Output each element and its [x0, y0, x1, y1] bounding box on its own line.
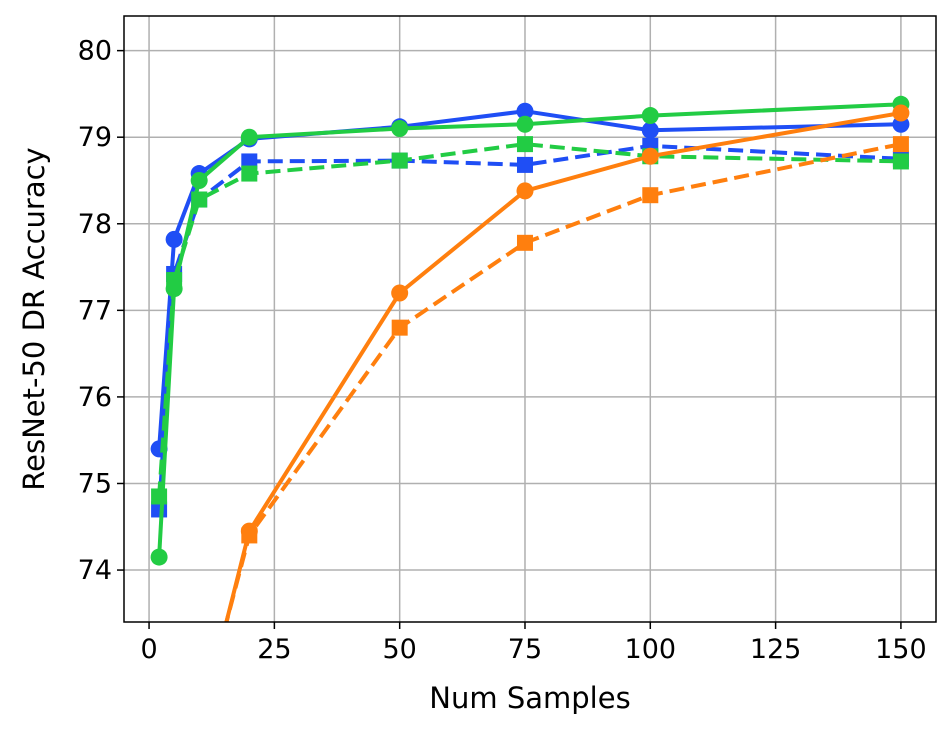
data-point-square [516, 136, 533, 153]
data-point-circle [516, 182, 534, 200]
y-tick-label: 75 [78, 468, 112, 499]
series-line [157, 142, 901, 497]
x-tick-label: 75 [508, 634, 542, 665]
data-point-circle [240, 128, 258, 146]
axis-ticks: 0 25 50 75 100 125 150 74 75 76 77 78 79 80 [78, 36, 927, 665]
series-6 [224, 136, 909, 622]
x-tick-label: 150 [875, 634, 927, 665]
data-point-square [166, 272, 183, 289]
y-tick-label: 78 [78, 209, 112, 240]
y-tick-label: 79 [78, 122, 112, 153]
series-line [224, 111, 902, 622]
data-point-square [241, 527, 258, 544]
x-tick-label: 50 [382, 634, 416, 665]
data-point-circle [150, 548, 168, 566]
data-point-square [391, 152, 408, 169]
series-line [224, 142, 902, 622]
data-point-square [191, 191, 208, 208]
data-point-circle [391, 120, 409, 138]
data-point-square [241, 153, 258, 170]
y-tick-label: 76 [78, 382, 112, 413]
series-layer [150, 95, 910, 622]
data-point-square [892, 153, 909, 170]
x-axis-label: Num Samples [429, 681, 630, 715]
x-tick-label: 0 [140, 634, 157, 665]
data-point-circle [190, 171, 208, 189]
y-tick-label: 77 [78, 295, 112, 326]
series-5 [224, 104, 910, 622]
y-tick-label: 74 [78, 555, 112, 586]
data-point-square [241, 165, 258, 182]
data-point-square [151, 488, 168, 505]
data-point-circle [516, 102, 534, 120]
plot-frame [123, 15, 937, 623]
y-tick-label: 80 [78, 36, 112, 67]
data-point-square [516, 156, 533, 173]
data-point-circle [391, 284, 409, 302]
x-tick-label: 25 [257, 634, 291, 665]
data-point-circle [892, 104, 910, 122]
data-point-circle [516, 115, 534, 133]
data-point-circle [641, 107, 659, 125]
data-point-square [391, 319, 408, 336]
x-tick-label: 125 [750, 634, 802, 665]
data-point-circle [165, 230, 183, 248]
x-tick-label: 100 [625, 634, 677, 665]
data-point-square [892, 136, 909, 153]
data-point-circle [641, 121, 659, 139]
data-point-square [642, 187, 659, 204]
y-axis-label: ResNet-50 DR Accuracy [17, 147, 51, 490]
data-point-circle [641, 147, 659, 165]
data-point-square [516, 234, 533, 251]
series-line [157, 143, 902, 510]
series-1 [150, 102, 910, 458]
